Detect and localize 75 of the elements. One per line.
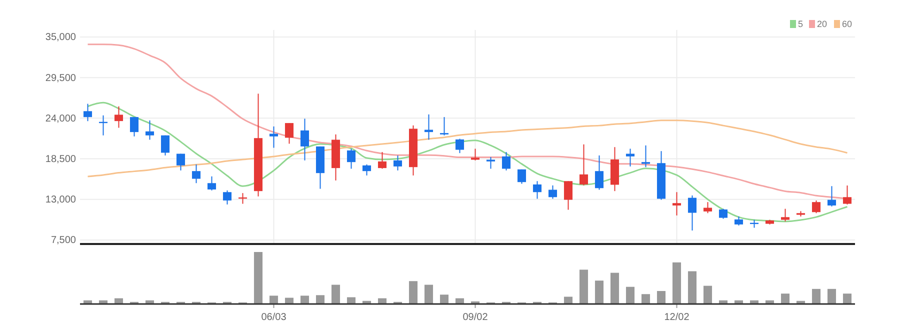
candlestick xyxy=(532,180,542,200)
bar xyxy=(672,262,682,304)
bar xyxy=(300,296,310,304)
candlestick xyxy=(130,116,139,137)
y-tick-label: 24,000 xyxy=(45,113,76,124)
bar xyxy=(594,280,604,304)
candlestick xyxy=(455,138,464,154)
bar xyxy=(408,281,418,304)
y-tick-label: 35,000 xyxy=(45,32,76,44)
candlestick xyxy=(222,190,232,205)
candlestick xyxy=(688,194,697,231)
y-tick-label: 7,500 xyxy=(50,235,76,246)
y-tick-label: 18,500 xyxy=(45,154,76,165)
candlestick xyxy=(207,176,216,191)
candlestick xyxy=(160,134,170,156)
candlestick xyxy=(579,144,588,186)
x-tick-label: 12/02 xyxy=(664,312,690,323)
bar xyxy=(780,294,790,304)
bar xyxy=(626,286,635,304)
bar xyxy=(641,294,650,304)
candlestick xyxy=(486,156,496,170)
candlestick xyxy=(440,116,449,136)
candlestick xyxy=(362,164,372,176)
candlestick xyxy=(734,216,744,226)
legend-label: 60 xyxy=(842,19,852,29)
candlestick xyxy=(718,208,728,220)
candlestick xyxy=(176,153,186,171)
candlestick xyxy=(470,148,480,161)
legend-label: 5 xyxy=(798,19,804,29)
bar xyxy=(656,291,666,304)
candlestick xyxy=(269,126,278,148)
bar xyxy=(579,270,588,304)
candlestick xyxy=(548,184,558,200)
candlestick xyxy=(812,200,821,214)
bar xyxy=(827,288,836,304)
y-tick-label: 13,000 xyxy=(45,194,76,206)
candlestick xyxy=(346,148,356,170)
candlestick xyxy=(780,208,790,222)
candlestick xyxy=(502,152,511,171)
bar xyxy=(703,286,712,304)
bar xyxy=(440,294,449,304)
candlestick xyxy=(626,148,635,167)
candlestick xyxy=(378,152,387,170)
bar xyxy=(812,288,821,304)
candlestick xyxy=(393,154,402,171)
candlestick xyxy=(83,103,92,122)
candlestick xyxy=(284,122,294,144)
candlestick xyxy=(114,106,124,128)
line-series xyxy=(87,102,848,222)
bar xyxy=(688,271,697,304)
x-tick-label: 06/03 xyxy=(261,312,287,323)
bar xyxy=(424,284,434,304)
y-tick-label: 29,500 xyxy=(45,72,76,84)
bar xyxy=(842,294,852,304)
candlestick xyxy=(842,184,852,205)
bar xyxy=(564,296,573,304)
bar xyxy=(331,284,340,304)
bar xyxy=(254,252,263,304)
bar xyxy=(346,297,356,304)
candlestick xyxy=(703,202,712,214)
bar xyxy=(610,272,620,304)
candlestick xyxy=(517,168,526,184)
candlestick xyxy=(827,186,836,207)
candlestick xyxy=(594,154,604,190)
candlestick xyxy=(672,192,682,216)
legend-label: 20 xyxy=(817,19,828,29)
x-tick-label: 09/02 xyxy=(462,312,488,323)
candlestick xyxy=(300,118,310,161)
bar xyxy=(316,295,325,304)
candlestick xyxy=(145,120,154,140)
line-series xyxy=(87,120,848,178)
bar xyxy=(269,296,278,304)
candlestick xyxy=(564,180,573,210)
candlestick xyxy=(192,164,201,184)
candlestick xyxy=(641,144,650,168)
